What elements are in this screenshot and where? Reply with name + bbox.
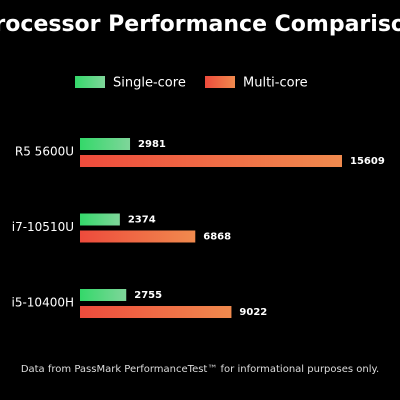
legend-swatch bbox=[205, 76, 235, 88]
category-label: i7-10510U bbox=[12, 220, 74, 234]
chart-title: Processor Performance Comparison bbox=[0, 12, 400, 37]
value-label: 2981 bbox=[138, 139, 166, 150]
bar bbox=[80, 230, 196, 243]
value-label: 2755 bbox=[134, 290, 162, 301]
bar bbox=[80, 289, 127, 301]
legend-swatch bbox=[75, 76, 105, 88]
value-label: 6868 bbox=[203, 232, 231, 243]
category-label: i5-10400H bbox=[12, 296, 75, 310]
legend-label: Multi-core bbox=[243, 76, 308, 91]
value-label: 2374 bbox=[128, 215, 156, 226]
value-label: 15609 bbox=[350, 156, 385, 167]
footnote: Data from PassMark PerformanceTest™ for … bbox=[21, 364, 379, 375]
bar bbox=[80, 138, 131, 150]
bar bbox=[80, 155, 342, 167]
legend-label: Single-core bbox=[113, 76, 186, 91]
bar bbox=[80, 213, 120, 226]
category-label: R5 5600U bbox=[15, 145, 74, 159]
bar bbox=[80, 306, 232, 318]
value-label: 9022 bbox=[239, 307, 267, 318]
